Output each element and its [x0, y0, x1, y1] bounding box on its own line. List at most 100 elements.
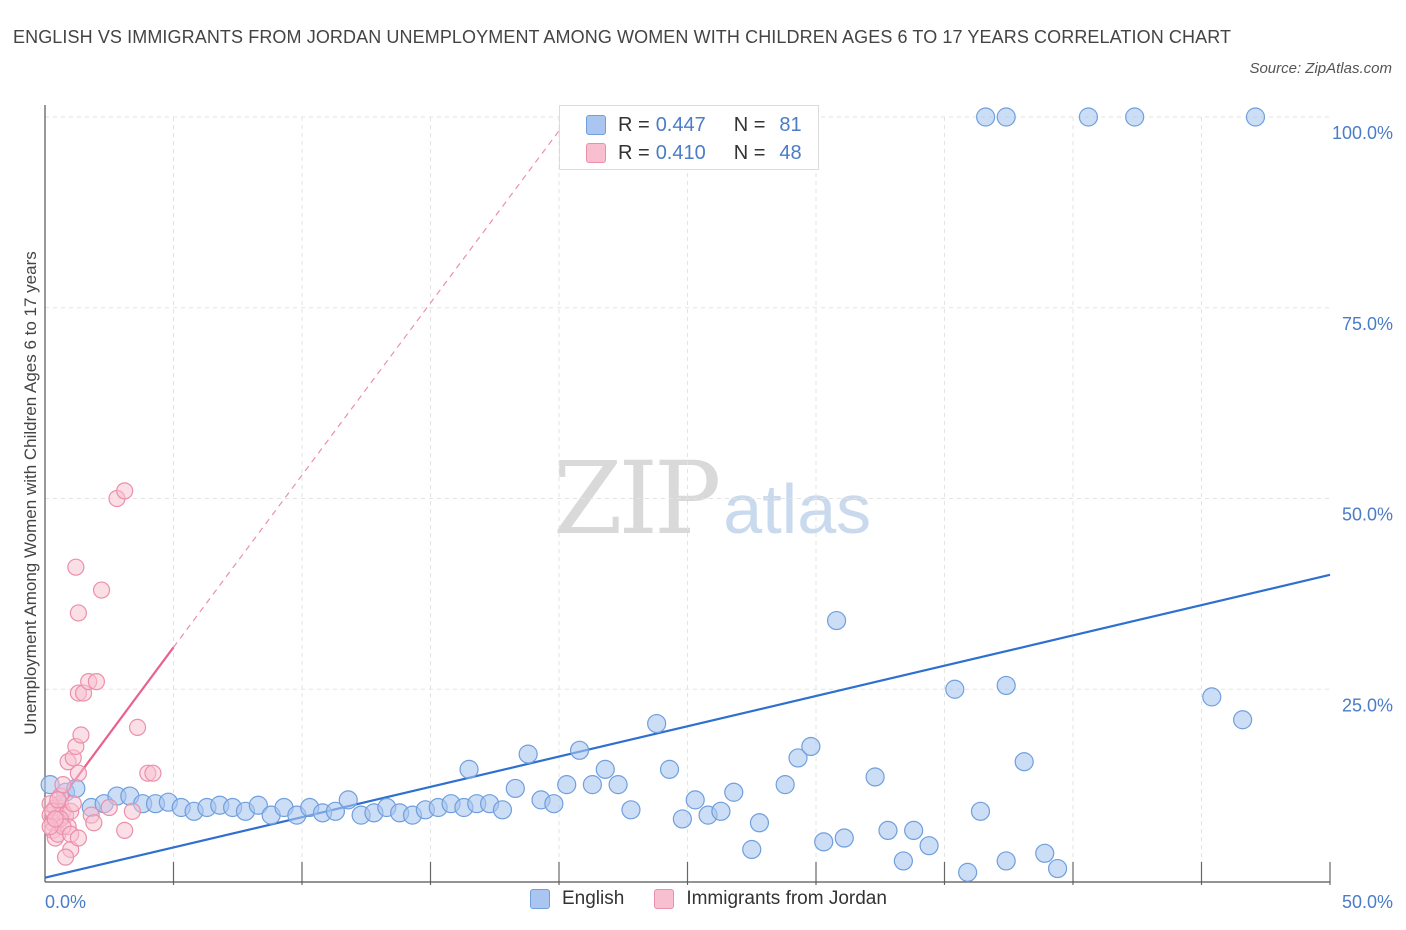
- y-tick-label: 25.0%: [1342, 695, 1393, 715]
- jordan-point: [56, 848, 75, 866]
- chart-title: ENGLISH VS IMMIGRANTS FROM JORDAN UNEMPL…: [13, 27, 1232, 47]
- english-point: [544, 794, 564, 814]
- english-point: [338, 790, 358, 810]
- axes: [44, 105, 1331, 885]
- jordan-point: [92, 581, 111, 599]
- english-point: [1035, 843, 1055, 863]
- english-point: [904, 820, 924, 841]
- english-point: [1202, 687, 1222, 707]
- x-tick-label-max: 50.0%: [1342, 892, 1393, 912]
- english-point: [248, 795, 268, 815]
- english-point: [775, 775, 795, 795]
- jordan-point: [64, 795, 82, 813]
- jordan-point: [49, 791, 67, 809]
- jordan-point: [128, 718, 147, 737]
- english-point: [325, 801, 346, 821]
- english-point: [595, 759, 615, 779]
- legend-swatch-english: [530, 889, 550, 909]
- english-point: [621, 800, 641, 820]
- english-point: [518, 744, 538, 764]
- data-points: [40, 107, 1266, 882]
- english-point: [459, 759, 479, 779]
- english-point: [749, 813, 770, 833]
- english-point: [788, 748, 808, 768]
- jordan-point: [116, 482, 134, 500]
- tick-labels: 25.0% 50.0% 75.0% 100.0% 0.0% 50.0%: [45, 123, 1393, 912]
- english-point: [582, 775, 603, 795]
- english-point: [865, 767, 885, 787]
- english-point: [970, 801, 991, 821]
- english-point: [976, 107, 996, 127]
- legend-item-jordan: Immigrants from Jordan: [654, 888, 887, 910]
- english-point: [834, 828, 854, 848]
- stats-legend: R = 0.447 N = 81 R = 0.410 N = 48: [559, 105, 819, 170]
- jordan-point: [67, 558, 85, 576]
- legend-row-jordan: R = 0.410 N = 48: [586, 140, 802, 166]
- y-tick-label: 75.0%: [1342, 314, 1393, 334]
- jordan-point: [123, 802, 141, 820]
- jordan-point: [69, 764, 88, 782]
- jordan-point: [116, 821, 134, 840]
- grid-lines: [45, 116, 1330, 880]
- jordan-point: [46, 810, 64, 828]
- legend-label-jordan: Immigrants from Jordan: [686, 888, 887, 909]
- english-point: [1078, 107, 1099, 127]
- english-point: [958, 862, 978, 882]
- jordan-point: [85, 814, 103, 832]
- english-trend-line: [44, 573, 1331, 879]
- english-point: [996, 851, 1016, 871]
- jordan-point: [100, 798, 118, 817]
- english-point: [557, 775, 577, 795]
- jordan-point: [54, 776, 72, 794]
- english-point: [826, 610, 847, 631]
- english-point: [492, 800, 513, 820]
- english-point: [742, 839, 762, 860]
- jordan-point: [144, 764, 162, 782]
- jordan-trend-extension: [173, 116, 570, 648]
- legend-swatch-english: [586, 115, 606, 135]
- english-point: [814, 832, 834, 852]
- jordan-point: [72, 726, 90, 744]
- legend-row-english: R = 0.447 N = 81: [586, 112, 802, 138]
- english-point: [1125, 107, 1145, 127]
- x-tick-label-min: 0.0%: [45, 892, 86, 912]
- jordan-point: [69, 604, 88, 622]
- legend-n-value: 81: [779, 113, 802, 136]
- english-point: [1245, 107, 1266, 127]
- jordan-point: [87, 673, 106, 691]
- legend-r-label: R =: [618, 113, 650, 136]
- watermark-atlas: atlas: [723, 470, 872, 548]
- legend-r-value: 0.410: [655, 141, 706, 164]
- english-point: [945, 679, 965, 699]
- english-point: [569, 740, 590, 760]
- source-label: Source: ZipAtlas.com: [1249, 60, 1392, 77]
- legend-r-value: 0.447: [655, 113, 706, 136]
- legend-r-label: R =: [618, 141, 650, 164]
- english-point: [608, 775, 628, 795]
- legend-swatch-jordan: [654, 889, 675, 909]
- y-tick-label: 50.0%: [1342, 505, 1393, 525]
- y-tick-label: 100.0%: [1332, 123, 1393, 143]
- english-point: [659, 759, 680, 779]
- legend-n-label: N =: [733, 113, 766, 136]
- english-point: [1014, 752, 1034, 772]
- english-point: [1233, 710, 1253, 730]
- english-point: [996, 107, 1016, 127]
- series-legend: English Immigrants from Jordan: [530, 888, 917, 910]
- english-point: [1047, 858, 1068, 879]
- jordan-point: [69, 829, 88, 847]
- english-point: [647, 713, 667, 734]
- english-point: [711, 801, 731, 821]
- english-point: [878, 820, 898, 841]
- english-point: [724, 782, 744, 802]
- legend-label-english: English: [562, 888, 625, 909]
- english-point: [505, 778, 525, 799]
- english-point: [919, 836, 939, 856]
- english-point: [996, 675, 1016, 696]
- english-point: [672, 809, 692, 829]
- legend-n-value: 48: [779, 141, 802, 164]
- legend-item-english: English: [530, 888, 624, 910]
- legend-n-label: N =: [733, 141, 766, 164]
- english-point: [801, 736, 821, 757]
